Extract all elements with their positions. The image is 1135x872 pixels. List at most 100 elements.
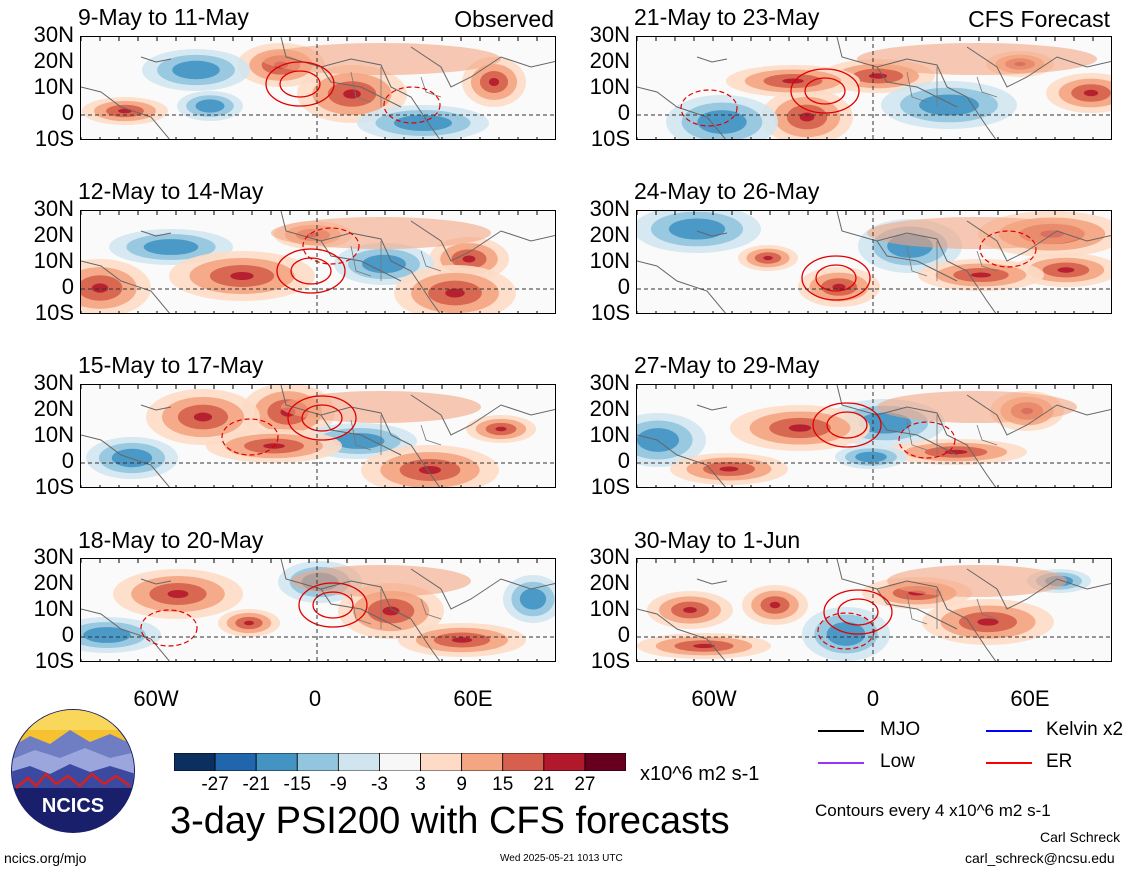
footer-email[interactable]: carl_schreck@ncsu.edu [965, 850, 1115, 866]
lat-label: 0 [617, 622, 630, 647]
contour-note: Contours every 4 x10^6 m2 s-1 [815, 801, 1051, 820]
map-panel [636, 36, 1112, 140]
colorbar-swatch [337, 752, 380, 772]
colorbar-tick-label: -9 [329, 774, 347, 795]
colorbar-tick-label: -21 [242, 774, 270, 795]
colorbar-scale [173, 752, 627, 772]
lat-label: 20N [33, 570, 74, 595]
observed-label: Observed [454, 6, 554, 32]
legend-low: Low [880, 751, 915, 772]
lat-label: 20N [33, 48, 74, 73]
colorbar-tick-label: -3 [371, 774, 388, 795]
lat-label: 10N [33, 422, 74, 447]
panel-title: 18-May to 20-May [78, 527, 264, 553]
lat-label: 10N [589, 422, 630, 447]
footer-timestamp: Wed 2025-05-21 1013 UTC [500, 853, 623, 864]
lat-label: 0 [61, 100, 74, 125]
colorbar-swatch [461, 752, 504, 772]
map-panel [636, 384, 1112, 488]
colorbar-tick-label: -27 [201, 774, 229, 795]
colorbar-swatch [173, 752, 216, 772]
lat-label: 20N [589, 222, 630, 247]
kelvin-line-icon [986, 730, 1032, 732]
colorbar-tick-label: 3 [415, 774, 426, 795]
lat-label: 30N [33, 544, 74, 569]
lat-label: 30N [33, 196, 74, 221]
lat-label: 0 [61, 274, 74, 299]
panel-title: 21-May to 23-May [634, 4, 820, 30]
lat-label: 30N [589, 22, 630, 47]
colorbar-swatch [584, 752, 627, 772]
ncics-logo-icon: NCICS [11, 709, 135, 833]
lat-label: 10N [589, 596, 630, 621]
lat-label: 10S [590, 474, 630, 499]
panel-title: 9-May to 11-May [78, 4, 249, 30]
map-panel [636, 558, 1112, 662]
colorbar-swatch [543, 752, 586, 772]
lat-label: 10N [33, 74, 74, 99]
ncics-logo: NCICS [10, 708, 136, 834]
lat-label: 10N [589, 74, 630, 99]
panel-title: 24-May to 26-May [634, 178, 820, 204]
map-panel [636, 210, 1112, 314]
colorbar-swatch [502, 752, 545, 772]
lat-label: 30N [33, 22, 74, 47]
colorbar-swatch [296, 752, 339, 772]
lon-label-60e: 60E [453, 686, 493, 711]
colorbar-tick-label: 21 [533, 774, 555, 795]
lat-label: 10S [34, 126, 74, 151]
lat-label: 20N [589, 570, 630, 595]
lon-label-0: 0 [308, 686, 322, 711]
lat-label: 10S [34, 474, 74, 499]
lat-label: 30N [589, 370, 630, 395]
lat-label: 10N [589, 248, 630, 273]
lon-label-0: 0 [866, 686, 880, 711]
colorbar-tick-label: 27 [574, 774, 596, 795]
lat-label: 10S [34, 300, 74, 325]
lat-label: 20N [589, 48, 630, 73]
colorbar [173, 752, 627, 772]
legend-kelvin: Kelvin x2 [1046, 719, 1124, 740]
lon-label-60w: 60W [691, 686, 737, 711]
lat-label: 10S [34, 648, 74, 673]
panel-title: 15-May to 17-May [78, 352, 264, 378]
lon-label-60w: 60W [133, 686, 179, 711]
map-panel [80, 36, 556, 140]
logo-text: NCICS [42, 795, 104, 817]
panel-title: 27-May to 29-May [634, 352, 820, 378]
lat-label: 20N [33, 396, 74, 421]
colorbar-units: x10^6 m2 s-1 [640, 763, 760, 785]
map-panel [80, 210, 556, 314]
colorbar-tick-label: -15 [283, 774, 311, 795]
mjo-line-icon [818, 730, 864, 732]
lat-label: 0 [61, 622, 74, 647]
lat-label: 10S [590, 300, 630, 325]
map-panel [80, 384, 556, 488]
footer-url[interactable]: ncics.org/mjo [4, 850, 87, 866]
lat-label: 10S [590, 126, 630, 151]
lat-label: 20N [33, 222, 74, 247]
panel-title: 30-May to 1-Jun [634, 527, 801, 553]
legend-er: ER [1046, 751, 1073, 772]
footer-author: Carl Schreck [1040, 829, 1121, 845]
lon-label-60e: 60E [1010, 686, 1050, 711]
lat-label: 0 [61, 448, 74, 473]
er-line-icon [986, 762, 1032, 764]
colorbar-tick-label: 9 [456, 774, 467, 795]
lat-label: 10N [33, 248, 74, 273]
lat-label: 30N [589, 544, 630, 569]
colorbar-swatch [379, 752, 421, 772]
lat-label: 0 [617, 100, 630, 125]
figure-title: 3-day PSI200 with CFS forecasts [170, 800, 730, 842]
low-line-icon [818, 762, 864, 764]
lat-label: 0 [617, 274, 630, 299]
map-panel [80, 558, 556, 662]
lat-label: 20N [589, 396, 630, 421]
colorbar-tick-label: 15 [492, 774, 514, 795]
colorbar-swatch [214, 752, 257, 772]
lat-label: 10S [590, 648, 630, 673]
panel-title: 12-May to 14-May [78, 178, 264, 204]
lat-label: 10N [33, 596, 74, 621]
colorbar-swatch [255, 752, 298, 772]
colorbar-swatch [420, 752, 463, 772]
